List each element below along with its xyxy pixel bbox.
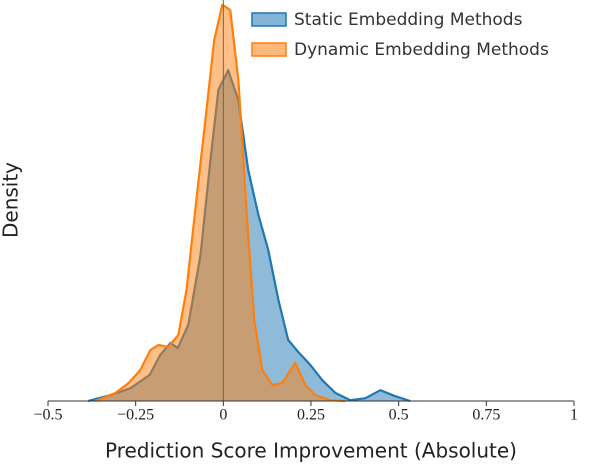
- x-tick-label: 1: [570, 407, 578, 424]
- legend-label: Static Embedding Methods: [294, 10, 523, 30]
- x-tick-label: 0.75: [472, 407, 500, 424]
- density-line: [94, 3, 346, 403]
- x-tick-label: 0: [219, 407, 227, 424]
- legend-swatch: [251, 12, 287, 27]
- x-tick-label: −0.25: [117, 407, 154, 424]
- legend-label: Dynamic Embedding Methods: [294, 40, 549, 60]
- y-axis-label: Density: [0, 162, 23, 238]
- density-area: [95, 4, 346, 402]
- x-axis-label: Prediction Score Improvement (Absolute): [105, 439, 517, 463]
- x-tick-label: 0.25: [297, 407, 325, 424]
- x-tick-label: 0.5: [389, 407, 409, 424]
- x-tick-label: −0.5: [33, 407, 62, 424]
- legend-swatch: [251, 42, 287, 57]
